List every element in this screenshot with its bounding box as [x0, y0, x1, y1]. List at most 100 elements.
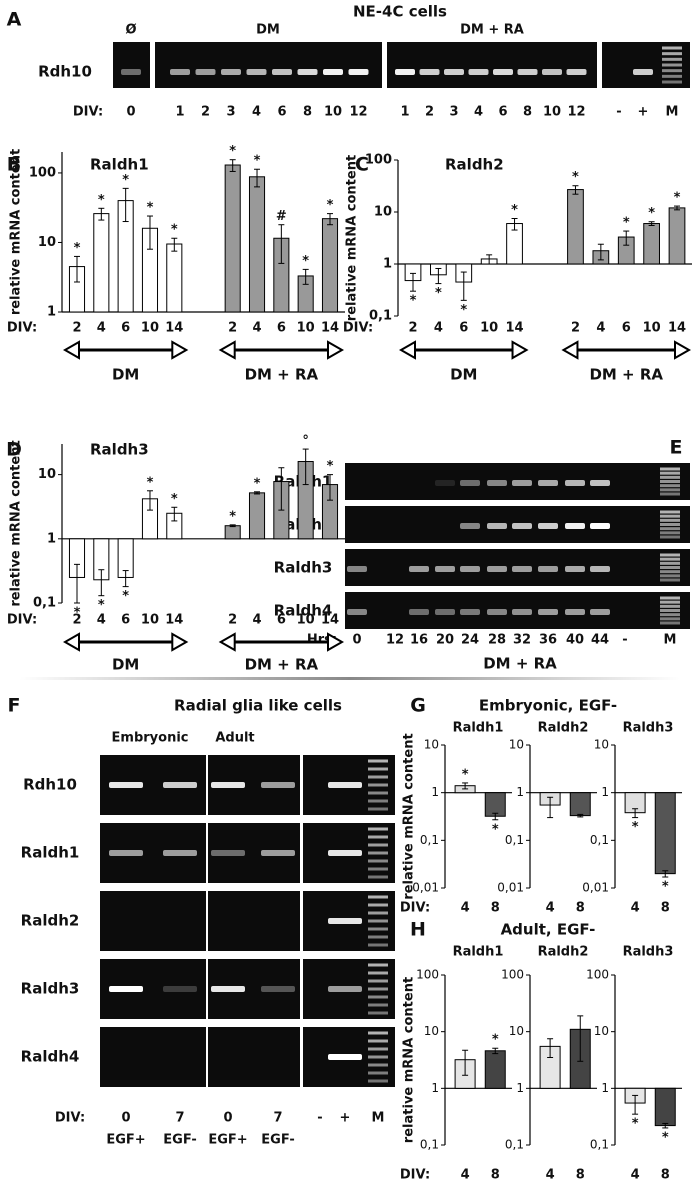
ladder-band — [662, 57, 682, 61]
gel-band — [328, 918, 362, 924]
gel-band — [121, 69, 141, 75]
gel-header: DM — [256, 23, 280, 38]
lane-label: 6 — [277, 105, 286, 120]
lane-label: + — [340, 1111, 351, 1126]
gel-band — [512, 523, 532, 529]
lane-label: 0 — [121, 1111, 130, 1126]
y-tick-label: 1 — [47, 531, 56, 546]
gel-band — [195, 69, 216, 75]
ladder-band — [368, 1031, 388, 1035]
bar — [166, 243, 183, 313]
gel-row-label: Raldh3 — [274, 559, 333, 577]
gel-band — [211, 986, 245, 992]
gel-band — [435, 609, 455, 615]
gel-row-label: Rdh10 — [38, 63, 92, 81]
x-tick-label: 2 — [408, 321, 417, 336]
significance-mark: * — [74, 241, 81, 256]
x-tick-label: 4 — [546, 1168, 555, 1183]
gel-header: Adult — [215, 731, 254, 746]
ladder-band — [368, 851, 388, 855]
x-tick-label: 4 — [631, 901, 640, 916]
ladder-band — [660, 475, 680, 479]
gel-band — [261, 782, 295, 788]
y-tick-label: 1 — [47, 305, 56, 320]
y-tick-label: 0,1 — [505, 833, 524, 847]
gel-row-label: Raldh4 — [21, 1048, 80, 1066]
ladder-band — [660, 561, 680, 565]
lane-label: 0 — [223, 1111, 232, 1126]
gel-band — [460, 523, 480, 529]
gel-band — [538, 609, 558, 615]
x-tick-label: 6 — [459, 321, 468, 336]
ladder-band — [660, 621, 680, 625]
chart-title: Raldh3 — [623, 721, 674, 736]
y-tick-label: 0,01 — [497, 881, 524, 895]
lane-label: 4 — [474, 105, 483, 120]
y-tick-label: 10 — [374, 205, 392, 220]
x-tick-label: 6 — [121, 613, 130, 628]
gel-title: Radial glia like cells — [174, 697, 342, 715]
gel-band — [435, 566, 455, 572]
panel-letter: C — [355, 154, 369, 176]
x-tick-label: 14 — [668, 321, 686, 336]
media-label: EGF+ — [208, 1133, 247, 1148]
x-tick-label: 14 — [321, 321, 339, 336]
x-tick-label: 8 — [661, 901, 670, 916]
ladder-band — [368, 935, 388, 939]
significance-mark: * — [662, 880, 669, 895]
significance-mark: * — [254, 154, 261, 169]
ladder-band — [368, 1071, 388, 1075]
x-tick-label: 4 — [252, 613, 261, 628]
y-tick-label: 1 — [383, 257, 392, 272]
y-tick-label: 100 — [501, 968, 524, 982]
gel-band — [323, 69, 343, 75]
y-tick-label: 10 — [509, 738, 524, 752]
gel-band — [419, 69, 440, 75]
significance-mark: * — [98, 193, 105, 208]
chart-title: Raldh1 — [453, 721, 504, 736]
x-tick-label: 10 — [297, 321, 315, 336]
lane-label: 32 — [513, 633, 531, 648]
x-tick-label: 8 — [491, 901, 500, 916]
significance-mark: * — [122, 173, 129, 188]
x-tick-label: 4 — [252, 321, 261, 336]
x-tick-label: 14 — [321, 613, 339, 628]
gel-band — [297, 69, 318, 75]
x-tick-label: 4 — [546, 901, 555, 916]
bar — [248, 176, 266, 313]
ladder-band — [368, 1055, 388, 1059]
significance-mark: * — [302, 254, 309, 269]
chart-title: Raldh3 — [623, 945, 674, 960]
arrow-head — [398, 340, 416, 360]
bar — [93, 213, 110, 313]
ladder-band — [368, 859, 388, 863]
x-tick-label: 2 — [72, 613, 81, 628]
arrow-head — [218, 340, 236, 360]
ladder-band — [660, 613, 680, 617]
panel-letter: E — [670, 437, 683, 459]
gel-image — [208, 891, 300, 951]
gel-band — [487, 566, 507, 572]
lane-label: - — [622, 633, 627, 648]
significance-mark: * — [229, 144, 236, 159]
ladder-band — [662, 63, 682, 67]
lane-label: 10 — [543, 105, 561, 120]
significance-mark: ° — [302, 434, 309, 449]
gel-band — [512, 480, 532, 486]
lane-label: 1 — [400, 105, 409, 120]
arrow-head — [62, 632, 80, 652]
significance-mark: * — [74, 606, 81, 621]
x-tick-label: 6 — [277, 321, 286, 336]
gel-band — [163, 850, 197, 856]
ladder-band — [368, 807, 388, 811]
gel-header: DM + RA — [460, 23, 524, 38]
gel-band — [163, 986, 197, 992]
gel-band — [444, 69, 464, 75]
gel-band — [565, 480, 585, 486]
lane-label: 44 — [591, 633, 609, 648]
significance-mark: * — [171, 223, 178, 238]
gel-band — [395, 69, 415, 75]
panel-letter: A — [7, 9, 22, 31]
gel-header: Ø — [125, 23, 136, 38]
